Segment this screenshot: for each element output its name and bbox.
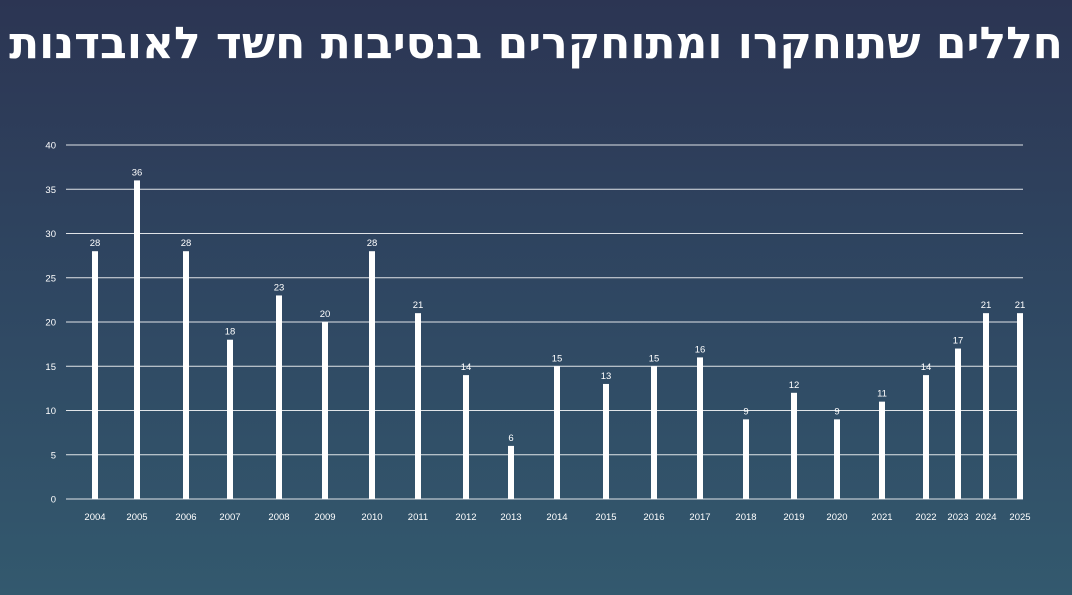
x-tick-label-2010: 2010 — [361, 512, 382, 523]
data-label-2005: 36 — [132, 167, 143, 178]
y-axis-ticks: 0 5 10 15 20 25 30 35 40 — [45, 141, 56, 506]
chart-title: חללים שתוחקרו ומתוחקרים בנסיבות חשד לאוב… — [9, 18, 1063, 69]
bar-2006 — [183, 251, 189, 499]
data-label-2015: 13 — [601, 371, 612, 382]
bar-2019 — [791, 392, 797, 499]
bar-2020 — [834, 419, 840, 499]
x-tick-label-2005: 2005 — [126, 512, 147, 523]
x-tick-label-2013: 2013 — [500, 512, 521, 523]
y-tick-label: 40 — [45, 141, 56, 152]
data-label-2008: 23 — [274, 282, 285, 293]
data-label-2009: 20 — [320, 309, 331, 320]
data-label-2017: 16 — [695, 344, 706, 355]
bar-2008 — [276, 295, 282, 499]
bar-2021 — [879, 401, 885, 499]
bar-2015 — [603, 383, 609, 499]
data-label-2018: 9 — [743, 406, 748, 417]
data-label-2006: 28 — [181, 238, 192, 249]
x-tick-label-2012: 2012 — [455, 512, 476, 523]
y-tick-label: 5 — [51, 450, 56, 461]
bar-2011 — [415, 313, 421, 499]
bar-2014 — [554, 366, 560, 499]
y-tick-label: 25 — [45, 273, 56, 284]
x-tick-label-2019: 2019 — [783, 512, 804, 523]
x-tick-label-2011: 2011 — [408, 512, 428, 523]
bar-2023 — [955, 348, 961, 499]
data-label-2025: 21 — [1015, 300, 1026, 311]
data-label-2012: 14 — [461, 362, 472, 373]
data-label-2023: 17 — [953, 336, 964, 347]
data-label-2019: 12 — [789, 380, 800, 391]
x-tick-label-2016: 2016 — [643, 512, 664, 523]
bar-2016 — [651, 366, 657, 499]
x-tick-label-2007: 2007 — [219, 512, 240, 523]
x-tick-label-2006: 2006 — [175, 512, 196, 523]
data-label-2010: 28 — [367, 238, 378, 249]
y-tick-label: 0 — [51, 495, 56, 506]
bar-2013 — [508, 445, 514, 499]
data-label-2022: 14 — [921, 362, 932, 373]
data-label-2004: 28 — [90, 238, 101, 249]
bar-2007 — [227, 339, 233, 499]
bar-2004 — [92, 251, 98, 499]
data-label-2016: 15 — [649, 353, 660, 364]
y-tick-label: 10 — [45, 406, 56, 417]
x-tick-label-2017: 2017 — [689, 512, 710, 523]
data-label-2024: 21 — [981, 300, 992, 311]
x-tick-label-2024: 2024 — [975, 512, 996, 523]
bar-2009 — [322, 322, 328, 499]
x-tick-label-2008: 2008 — [268, 512, 289, 523]
data-label-2007: 18 — [225, 327, 236, 338]
data-label-2021: 11 — [877, 389, 887, 400]
x-tick-label-2021: 2021 — [871, 512, 892, 523]
bar-2012 — [463, 375, 469, 499]
y-tick-label: 35 — [45, 185, 56, 196]
y-tick-label: 30 — [45, 229, 56, 240]
data-label-2020: 9 — [834, 406, 839, 417]
bar-2005 — [134, 180, 140, 499]
x-tick-label-2009: 2009 — [314, 512, 335, 523]
x-tick-label-2014: 2014 — [546, 512, 567, 523]
data-label-2014: 15 — [552, 353, 563, 364]
bar-2010 — [369, 251, 375, 499]
x-tick-label-2023: 2023 — [947, 512, 968, 523]
x-tick-label-2018: 2018 — [735, 512, 756, 523]
bar-2017 — [697, 357, 703, 499]
y-tick-label: 15 — [45, 362, 56, 373]
x-tick-label-2004: 2004 — [84, 512, 105, 523]
x-tick-label-2022: 2022 — [915, 512, 936, 523]
data-labels: 28 36 28 18 23 20 28 21 14 6 15 13 15 16 9 12 9 11 14 17 21 2… — [90, 167, 1026, 444]
x-axis-ticks: 2004 2005 2006 2007 2008 2009 2010 2011 2012 2013… — [84, 512, 1030, 523]
bar-2025 — [1017, 313, 1023, 499]
data-label-2011: 21 — [413, 300, 424, 311]
x-tick-label-2015: 2015 — [595, 512, 616, 523]
y-tick-label: 20 — [45, 318, 56, 329]
x-tick-label-2020: 2020 — [826, 512, 847, 523]
x-tick-label-2025: 2025 — [1009, 512, 1030, 523]
bars — [92, 180, 1023, 499]
data-label-2013: 6 — [508, 433, 513, 444]
bar-2024 — [983, 313, 989, 499]
bar-2018 — [743, 419, 749, 499]
gridlines — [66, 144, 1023, 500]
bar-2022 — [923, 375, 929, 499]
